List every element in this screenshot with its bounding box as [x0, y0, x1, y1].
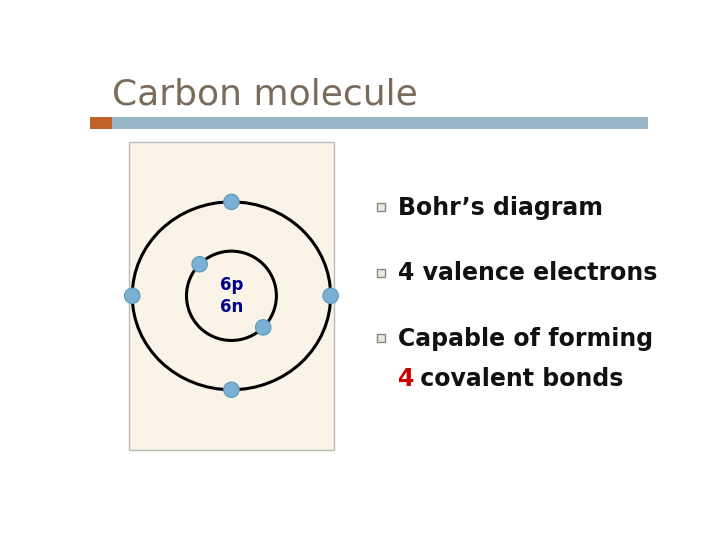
Circle shape — [125, 288, 140, 303]
Circle shape — [256, 320, 271, 335]
Text: Capable of forming: Capable of forming — [397, 327, 653, 351]
Text: 4 valence electrons: 4 valence electrons — [397, 261, 657, 286]
Circle shape — [224, 382, 239, 397]
Circle shape — [192, 256, 207, 272]
Text: 6p
6n: 6p 6n — [220, 276, 243, 316]
Circle shape — [323, 288, 338, 303]
Bar — [112, 117, 648, 130]
Bar — [129, 142, 334, 450]
Bar — [377, 269, 384, 276]
Circle shape — [224, 194, 239, 210]
Text: Bohr’s diagram: Bohr’s diagram — [397, 196, 603, 220]
Bar — [90, 117, 112, 130]
Text: covalent bonds: covalent bonds — [412, 367, 623, 391]
Text: 4: 4 — [397, 367, 414, 391]
Bar — [377, 334, 384, 342]
Bar — [377, 204, 384, 211]
Text: Carbon molecule: Carbon molecule — [112, 77, 418, 111]
